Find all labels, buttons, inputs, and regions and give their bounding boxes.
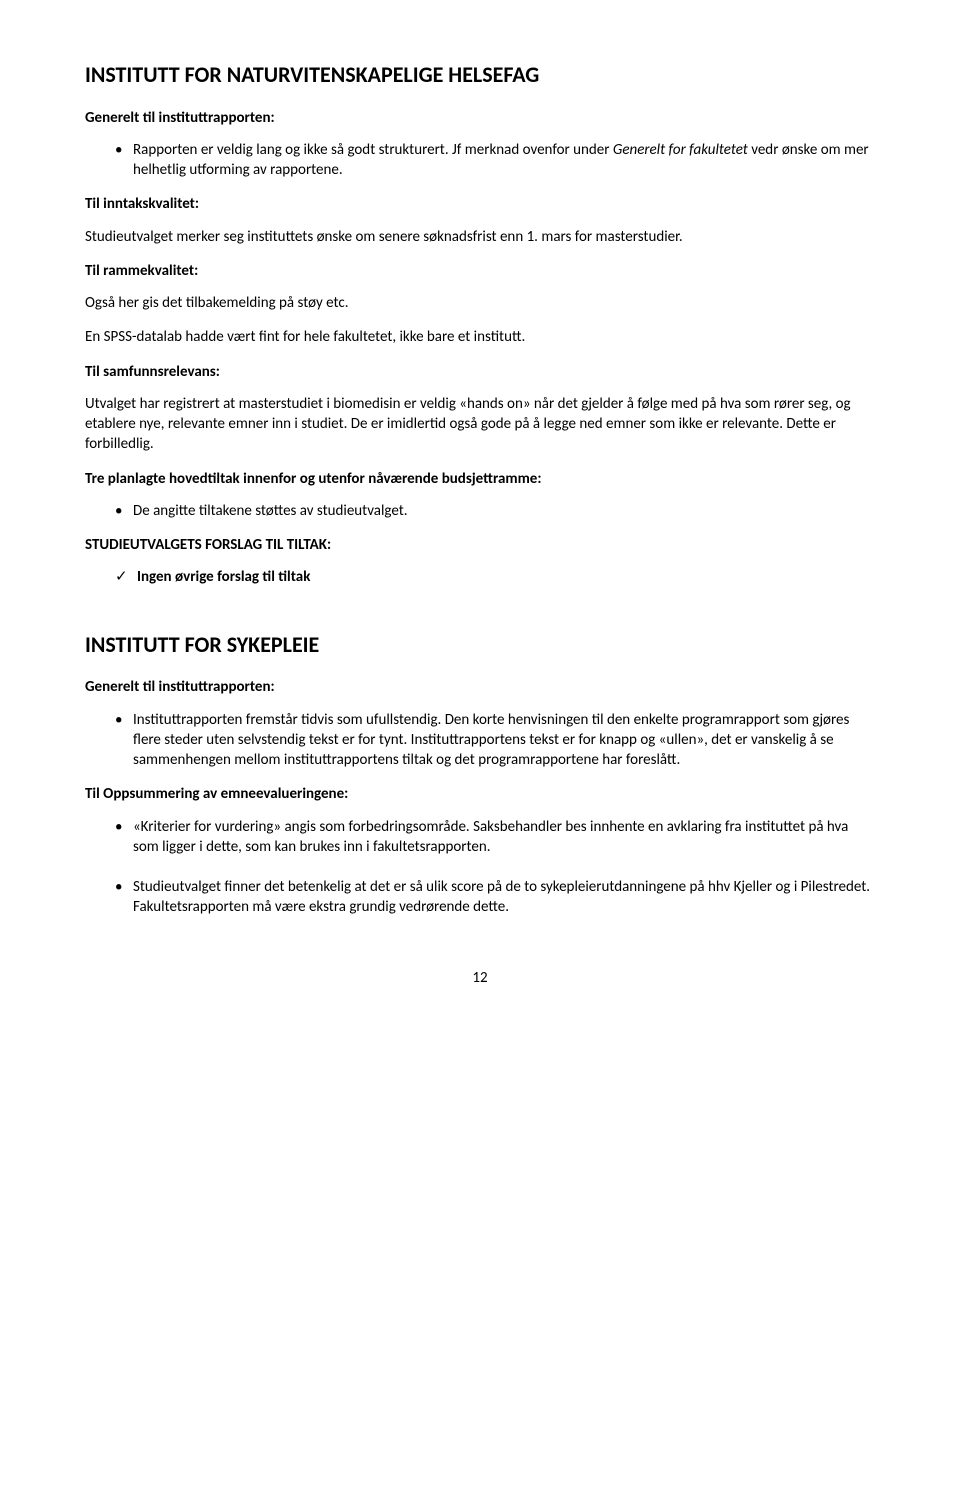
subheading-generelt-2: Generelt til instituttrapporten: [85, 677, 875, 697]
subheading-forslag: STUDIEUTVALGETS FORSLAG TIL TILTAK: [85, 535, 875, 555]
bullet-list-tiltak: De angitte tiltakene støttes av studieut… [85, 501, 875, 521]
page-number: 12 [85, 968, 875, 988]
list-item: Studieutvalget finner det betenkelig at … [115, 877, 875, 918]
subheading-generelt-1: Generelt til instituttrapporten: [85, 108, 875, 128]
list-item: Instituttrapporten fremstår tidvis som u… [115, 710, 875, 771]
check-list-forslag: Ingen øvrige forslag til tiltak [85, 567, 875, 587]
subheading-oppsummering: Til Oppsummering av emneevalueringene: [85, 784, 875, 804]
paragraph-samfunn: Utvalget har registrert at masterstudiet… [85, 394, 875, 455]
bullet-list-generelt-1: Rapporten er veldig lang og ikke så godt… [85, 140, 875, 181]
subheading-inntak: Til inntakskvalitet: [85, 194, 875, 214]
subheading-samfunn: Til samfunnsrelevans: [85, 362, 875, 382]
text-prefix: Rapporten er veldig lang og ikke så godt… [133, 141, 613, 159]
paragraph-ramme-2: En SPSS-datalab hadde vært fint for hele… [85, 327, 875, 347]
list-item: Rapporten er veldig lang og ikke så godt… [115, 140, 875, 181]
list-item: «Kriterier for vurdering» angis som forb… [115, 817, 875, 858]
paragraph-inntak: Studieutvalget merker seg instituttets ø… [85, 227, 875, 247]
bullet-list-oppsummering: «Kriterier for vurdering» angis som forb… [85, 817, 875, 918]
subheading-ramme: Til rammekvalitet: [85, 261, 875, 281]
section-heading-1: INSTITUTT FOR NATURVITENSKAPELIGE HELSEF… [85, 60, 875, 90]
list-item: De angitte tiltakene støttes av studieut… [115, 501, 875, 521]
text-italic: Generelt for fakultetet [613, 141, 748, 159]
paragraph-ramme-1: Også her gis det tilbakemelding på støy … [85, 293, 875, 313]
list-item: Ingen øvrige forslag til tiltak [115, 567, 875, 587]
subheading-tiltak: Tre planlagte hovedtiltak innenfor og ut… [85, 469, 875, 489]
bullet-list-generelt-2: Instituttrapporten fremstår tidvis som u… [85, 710, 875, 771]
section-heading-2: INSTITUTT FOR SYKEPLEIE [85, 630, 875, 660]
